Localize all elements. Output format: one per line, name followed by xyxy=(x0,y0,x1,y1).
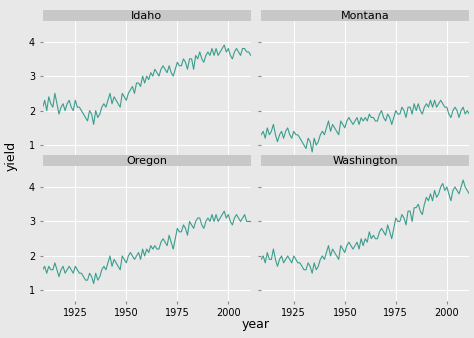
Text: Idaho: Idaho xyxy=(131,10,162,21)
Text: Montana: Montana xyxy=(341,10,390,21)
Text: year: year xyxy=(242,318,270,331)
Text: yield: yield xyxy=(5,140,18,171)
Text: Washington: Washington xyxy=(332,156,398,166)
Text: Oregon: Oregon xyxy=(126,156,167,166)
